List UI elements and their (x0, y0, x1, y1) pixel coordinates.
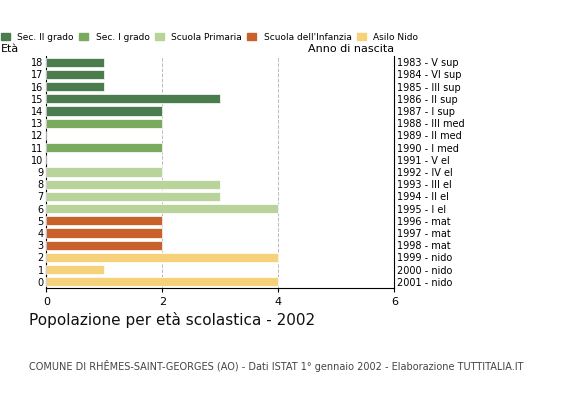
Bar (46, 228, 162, 238)
Bar (46, 70, 104, 79)
Bar (46, 265, 104, 274)
Text: COMUNE DI RHÊMES-SAINT-GEORGES (AO) - Dati ISTAT 1° gennaio 2002 - Elaborazione : COMUNE DI RHÊMES-SAINT-GEORGES (AO) - Da… (29, 360, 524, 372)
Text: Età: Età (1, 44, 19, 54)
Bar (46, 180, 220, 189)
Bar (46, 277, 278, 286)
Text: Anno di nascita: Anno di nascita (309, 44, 394, 54)
Bar (46, 253, 278, 262)
Bar (46, 118, 162, 128)
Bar (46, 216, 162, 226)
Bar (46, 58, 104, 67)
Bar (46, 82, 104, 91)
Bar (46, 94, 220, 103)
Bar (46, 192, 220, 201)
Text: Popolazione per età scolastica - 2002: Popolazione per età scolastica - 2002 (29, 312, 315, 328)
Legend: Sec. II grado, Sec. I grado, Scuola Primaria, Scuola dell'Infanzia, Asilo Nido: Sec. II grado, Sec. I grado, Scuola Prim… (1, 33, 418, 42)
Bar (46, 168, 162, 176)
Bar (46, 241, 162, 250)
Bar (46, 204, 278, 213)
Bar (46, 143, 162, 152)
Bar (46, 106, 162, 116)
